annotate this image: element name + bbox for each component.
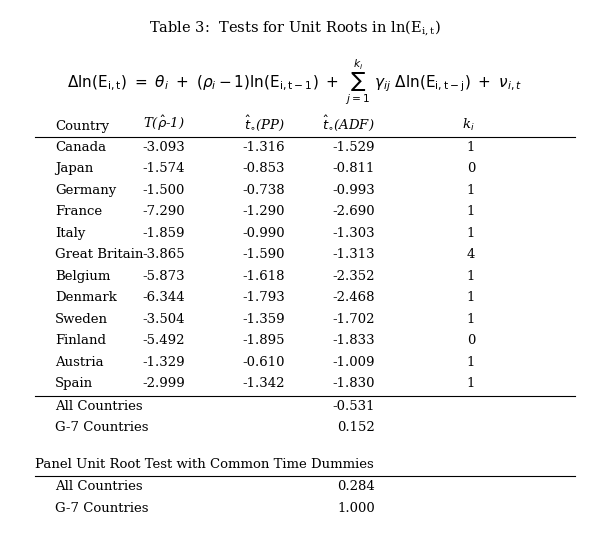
Text: Panel Unit Root Test with Common Time Dummies: Panel Unit Root Test with Common Time Du…	[35, 458, 373, 471]
Text: 0.284: 0.284	[337, 480, 375, 493]
Text: k$_i$: k$_i$	[463, 117, 475, 133]
Text: $\Delta \ln(\mathrm{E_{i,t}})\ =\ \theta_i\ +\ (\rho_i - 1)\ln(\mathrm{E_{i,t-1}: $\Delta \ln(\mathrm{E_{i,t}})\ =\ \theta…	[67, 58, 523, 107]
Text: -1.859: -1.859	[143, 227, 185, 240]
Text: -2.468: -2.468	[333, 292, 375, 305]
Text: Belgium: Belgium	[55, 270, 110, 283]
Text: Great Britain: Great Britain	[55, 248, 143, 261]
Text: Country: Country	[55, 120, 109, 133]
Text: 0: 0	[467, 162, 475, 176]
Text: Austria: Austria	[55, 356, 104, 369]
Text: 1.000: 1.000	[337, 502, 375, 515]
Text: -1.529: -1.529	[333, 141, 375, 154]
Text: Japan: Japan	[55, 162, 93, 176]
Text: 1: 1	[467, 292, 475, 305]
Text: -1.830: -1.830	[333, 377, 375, 391]
Text: -1.290: -1.290	[242, 206, 285, 218]
Text: -5.873: -5.873	[142, 270, 185, 283]
Text: -1.342: -1.342	[242, 377, 285, 391]
Text: -0.853: -0.853	[242, 162, 285, 176]
Text: 1: 1	[467, 184, 475, 197]
Text: Canada: Canada	[55, 141, 106, 154]
Text: 0: 0	[467, 335, 475, 347]
Text: -1.303: -1.303	[332, 227, 375, 240]
Text: T($\hat{\rho}$-1): T($\hat{\rho}$-1)	[143, 114, 185, 133]
Text: -3.093: -3.093	[142, 141, 185, 154]
Text: -6.344: -6.344	[142, 292, 185, 305]
Text: 0.152: 0.152	[337, 421, 375, 434]
Text: -1.009: -1.009	[333, 356, 375, 369]
Text: -1.329: -1.329	[142, 356, 185, 369]
Text: -2.690: -2.690	[332, 206, 375, 218]
Text: -5.492: -5.492	[143, 335, 185, 347]
Text: All Countries: All Countries	[55, 400, 143, 413]
Text: -0.738: -0.738	[242, 184, 285, 197]
Text: G-7 Countries: G-7 Countries	[55, 502, 149, 515]
Text: $\hat{t}_{\circ}$(ADF): $\hat{t}_{\circ}$(ADF)	[322, 114, 375, 133]
Text: $\hat{t}_{\circ}$(PP): $\hat{t}_{\circ}$(PP)	[244, 114, 285, 133]
Text: -2.999: -2.999	[142, 377, 185, 391]
Text: -1.500: -1.500	[143, 184, 185, 197]
Text: -1.702: -1.702	[333, 313, 375, 326]
Text: -1.359: -1.359	[242, 313, 285, 326]
Text: -0.993: -0.993	[332, 184, 375, 197]
Text: -1.313: -1.313	[332, 248, 375, 261]
Text: -1.316: -1.316	[242, 141, 285, 154]
Text: 1: 1	[467, 206, 475, 218]
Text: -1.833: -1.833	[332, 335, 375, 347]
Text: Finland: Finland	[55, 335, 106, 347]
Text: -1.895: -1.895	[242, 335, 285, 347]
Text: 4: 4	[467, 248, 475, 261]
Text: -1.590: -1.590	[242, 248, 285, 261]
Text: Spain: Spain	[55, 377, 93, 391]
Text: Italy: Italy	[55, 227, 86, 240]
Text: Sweden: Sweden	[55, 313, 108, 326]
Text: -3.865: -3.865	[142, 248, 185, 261]
Text: -7.290: -7.290	[142, 206, 185, 218]
Text: 1: 1	[467, 356, 475, 369]
Text: -3.504: -3.504	[143, 313, 185, 326]
Text: -2.352: -2.352	[333, 270, 375, 283]
Text: 1: 1	[467, 141, 475, 154]
Text: -0.531: -0.531	[333, 400, 375, 413]
Text: 1: 1	[467, 227, 475, 240]
Text: France: France	[55, 206, 102, 218]
Text: Germany: Germany	[55, 184, 116, 197]
Text: All Countries: All Countries	[55, 480, 143, 493]
Text: -1.618: -1.618	[242, 270, 285, 283]
Text: -1.793: -1.793	[242, 292, 285, 305]
Text: -0.990: -0.990	[242, 227, 285, 240]
Text: G-7 Countries: G-7 Countries	[55, 421, 149, 434]
Text: -1.574: -1.574	[143, 162, 185, 176]
Text: -0.811: -0.811	[333, 162, 375, 176]
Text: 1: 1	[467, 270, 475, 283]
Text: 1: 1	[467, 377, 475, 391]
Text: Denmark: Denmark	[55, 292, 117, 305]
Text: -0.610: -0.610	[242, 356, 285, 369]
Text: 1: 1	[467, 313, 475, 326]
Text: Table 3:  Tests for Unit Roots in ln(E$_{\mathregular{i,t}}$): Table 3: Tests for Unit Roots in ln(E$_{…	[149, 18, 441, 38]
